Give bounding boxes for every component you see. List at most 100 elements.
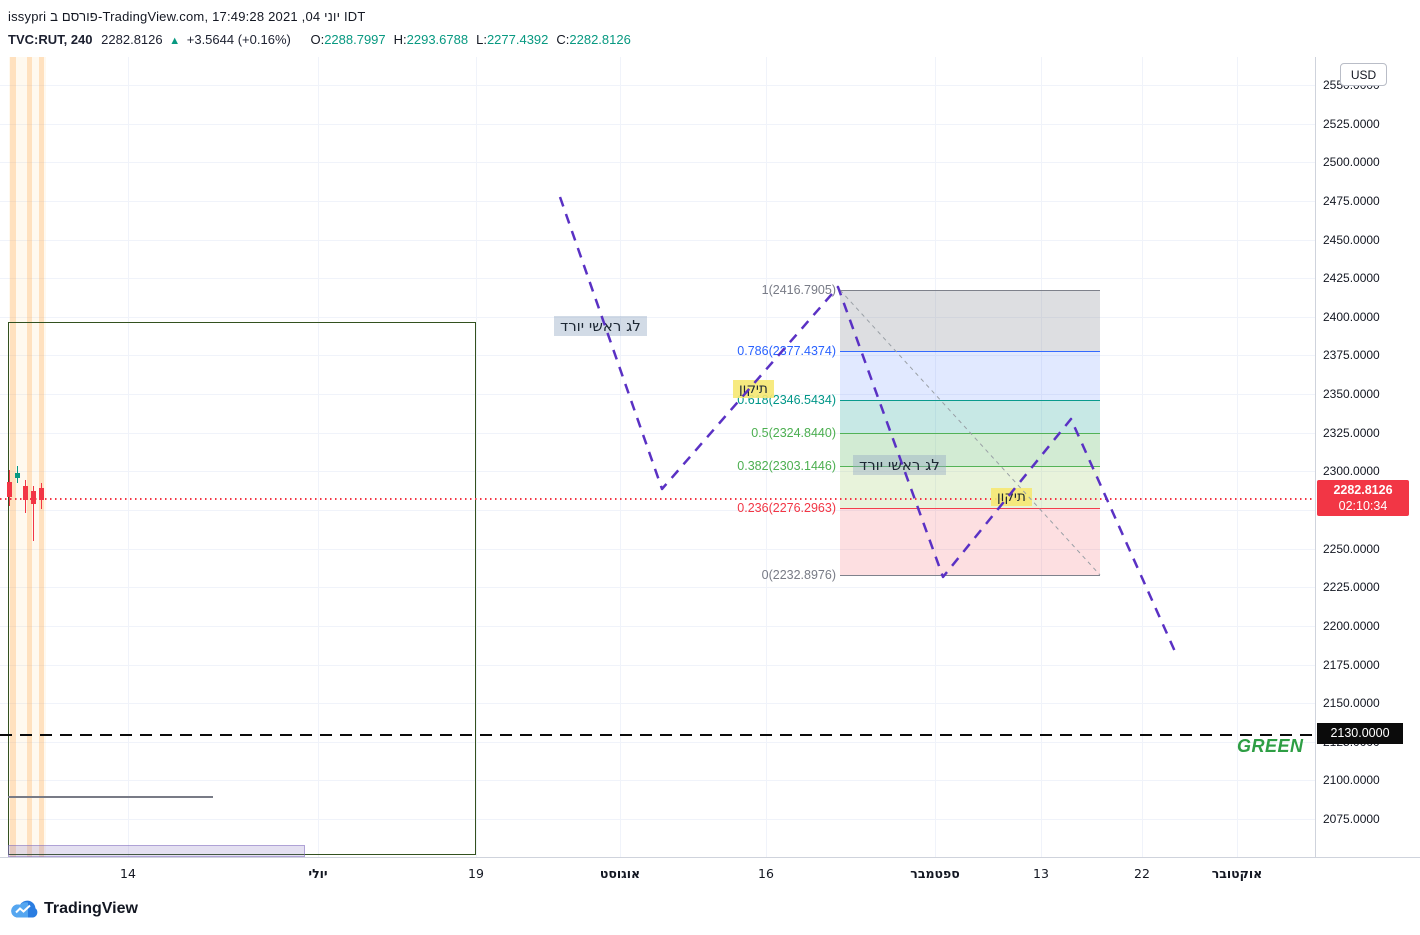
horizontal-segment-drawing[interactable] [8,796,213,798]
fib-band [840,508,1100,575]
grid-line-vertical [1142,57,1143,857]
currency-button[interactable]: USD [1340,63,1387,86]
ohlc-label: O: [310,32,325,47]
rectangle-drawing[interactable] [8,322,476,855]
fib-level-line [840,290,1100,291]
time-tick-label: 16 [758,866,774,881]
bottom-rectangle-drawing[interactable] [8,845,305,857]
grid-line-horizontal [0,780,1315,781]
time-tick-label: 19 [468,866,484,881]
time-tick-label: יולי [308,866,328,881]
symbol-title[interactable]: TVC:RUT, 240 [8,32,93,47]
ohlc-label: H: [393,32,407,47]
chart-plot[interactable]: 1(2416.7905) 0.786(2377.4374) 0.618(2346.5… [0,57,1315,857]
price-tick-label: 2075.0000 [1323,812,1380,826]
session-highlight [10,57,16,857]
price-tick-label: 2400.0000 [1323,310,1380,324]
fib-band [840,400,1100,433]
grid-line-vertical [476,57,477,857]
fib-level-line [840,508,1100,509]
grid-line-horizontal [0,317,1315,318]
price-tick-label: 2175.0000 [1323,658,1380,672]
time-tick-label: 14 [120,866,136,881]
tradingview-logo-icon [11,900,38,918]
grid-line-vertical [766,57,767,857]
price-tick-label: 2525.0000 [1323,117,1380,131]
change-text: +3.5644 (+0.16%) [186,32,291,47]
grid-line-vertical [128,57,129,857]
ohlc-value: 2282.8126 [569,32,631,47]
time-axis[interactable]: 14 יולי 19 אוגוסט 16 ספטמבר 13 22 אוקטובר [0,857,1420,893]
grid-line-horizontal [0,703,1315,704]
last-price: 2282.8126 [101,32,163,47]
ohlc-value: 2288.7997 [324,32,386,47]
grid-line-horizontal [0,124,1315,125]
price-tick-label: 2250.0000 [1323,542,1380,556]
level-price-label: 2130.0000 [1317,723,1403,744]
fib-level-line [840,433,1100,434]
fib-level-line [840,575,1100,576]
grid-line-horizontal [0,819,1315,820]
price-tick-label: 2225.0000 [1323,580,1380,594]
fib-level-label: 0(2232.8976) [761,568,836,582]
session-highlight [9,57,46,857]
current-price-line [0,498,1315,500]
ohlc-value: 2277.4392 [486,32,549,47]
text-note-green[interactable]: GREEN [1237,736,1304,756]
ohlc-label: C: [556,32,570,47]
price-tick-label: 2475.0000 [1323,194,1380,208]
grid-line-vertical [1237,57,1238,857]
fib-level-line [840,400,1100,401]
fib-level-label: 0.5(2324.8440) [751,426,836,440]
grid-line-horizontal [0,278,1315,279]
price-tick-label: 2325.0000 [1323,426,1380,440]
fib-band [840,351,1100,400]
text-note-leg-down-2[interactable]: לג ראשי יורד [853,455,946,475]
tradingview-branding[interactable]: TradingView [8,898,138,919]
fib-band [840,290,1100,351]
time-tick-label: 13 [1033,866,1049,881]
price-tick-label: 2150.0000 [1323,696,1380,710]
ohlc-values: O:2288.7997 H:2293.6788 L:2277.4392 C:2282.… [302,32,630,47]
grid-line-vertical [620,57,621,857]
price-tick-label: 2350.0000 [1323,387,1380,401]
fib-level-label: 1(2416.7905) [761,283,836,297]
horizontal-line-drawing[interactable] [0,734,1315,736]
fib-level-label: 0.786(2377.4374) [737,344,836,358]
ohlc-value: 2293.6788 [406,32,469,47]
time-tick-label: אוקטובר [1211,866,1263,881]
fib-level-line [840,351,1100,352]
time-tick-label: ספטמבר [910,866,960,881]
change-up-icon: ▲ [169,35,181,47]
grid-line-vertical [318,57,319,857]
price-tick-label: 2425.0000 [1323,271,1380,285]
grid-line-horizontal [0,162,1315,163]
ohlc-label: L: [476,32,487,47]
grid-line-horizontal [0,85,1315,86]
session-highlight [27,57,32,857]
session-highlight [39,57,44,857]
text-note-correction-1[interactable]: תיקון [733,380,774,398]
grid-line-horizontal [0,201,1315,202]
text-note-correction-2[interactable]: תיקון [991,488,1032,506]
current-price-value: 2282.8126 [1333,483,1393,497]
price-tick-label: 2100.0000 [1323,773,1380,787]
brand-name: TradingView [44,899,138,917]
text-note-leg-down-1[interactable]: לג ראשי יורד [554,316,647,336]
price-tick-label: 2375.0000 [1323,348,1380,362]
time-tick-label: 22 [1134,866,1150,881]
grid-line-horizontal [0,665,1315,666]
price-axis[interactable]: 2550.00002525.00002500.00002475.00002450… [1315,57,1420,857]
current-price-label: 2282.8126 02:10:34 [1317,480,1409,516]
price-tick-label: 2450.0000 [1323,233,1380,247]
snapshot-byline: issypri פורסם ב-TradingView.com, יוני 04… [8,9,366,24]
symbol-legend: TVC:RUT, 240 2282.8126 ▲ +3.5644 (+0.16%… [8,32,631,47]
fib-level-label: 0.236(2276.2963) [737,501,836,515]
grid-line-horizontal [0,240,1315,241]
time-tick-label: אוגוסט [599,866,641,881]
grid-line-horizontal [0,742,1315,743]
bar-countdown: 02:10:34 [1338,499,1388,513]
fib-level-label: 0.382(2303.1446) [737,459,836,473]
price-tick-label: 2300.0000 [1323,464,1380,478]
price-tick-label: 2500.0000 [1323,155,1380,169]
